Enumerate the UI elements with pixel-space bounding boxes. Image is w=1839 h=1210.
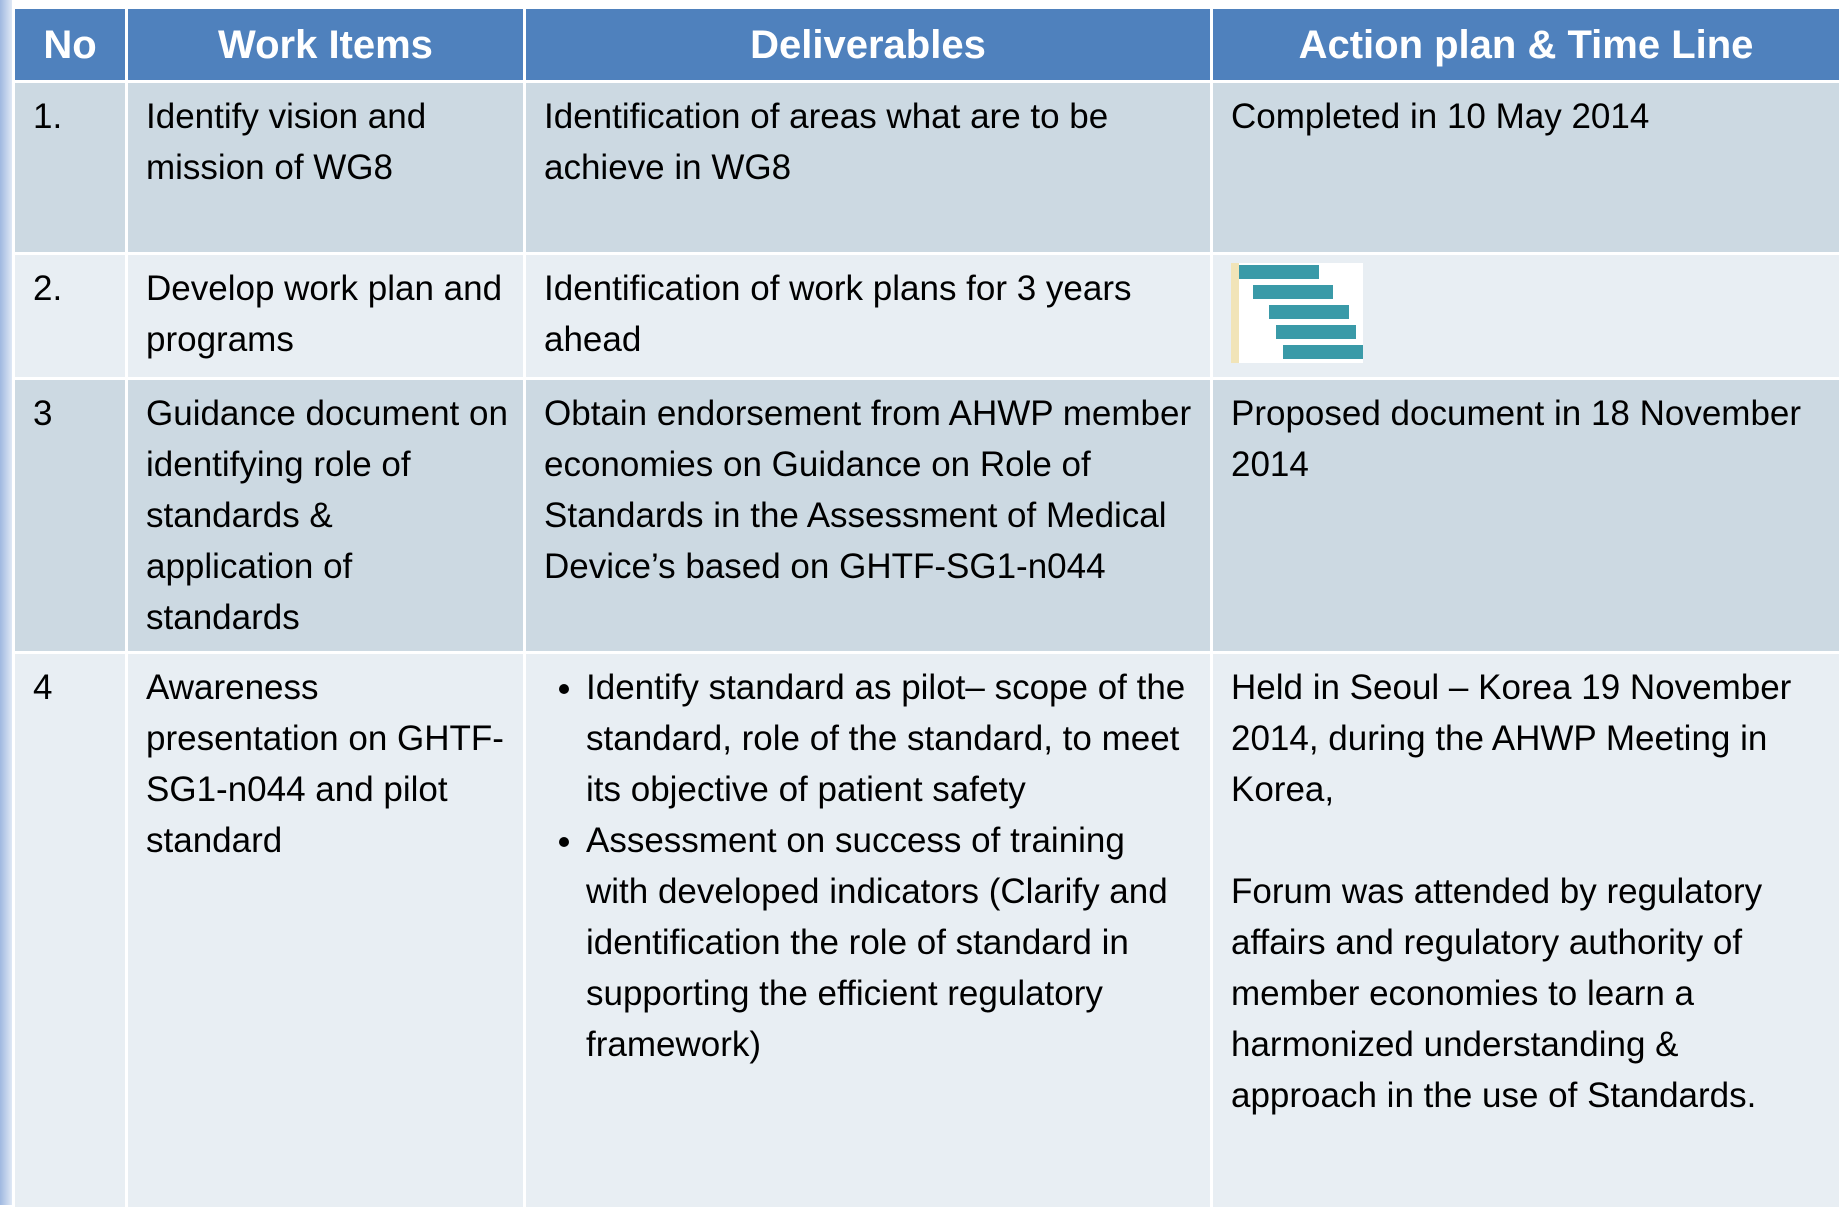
action-cell: Completed in 10 May 2014 bbox=[1212, 82, 1839, 254]
deliverables-cell: Identification of areas what are to be a… bbox=[525, 82, 1212, 254]
header-cell: Deliverables bbox=[525, 8, 1212, 82]
no-cell: 2. bbox=[14, 254, 127, 379]
action-cell: Held in Seoul – Korea 19 November 2014, … bbox=[1212, 653, 1839, 1209]
slide-edge bbox=[0, 0, 12, 1205]
deliverables-cell: Identify standard as pilot– scope of the… bbox=[525, 653, 1212, 1209]
deliverables-cell: Obtain endorsement from AHWP member econ… bbox=[525, 379, 1212, 653]
action-cell bbox=[1212, 254, 1839, 379]
row: 3 Guidance document on identifying role … bbox=[14, 379, 1839, 653]
header-cell: Action plan & Time Line bbox=[1212, 8, 1839, 82]
work-table: No Work Items Deliverables Action plan &… bbox=[12, 6, 1839, 1210]
row: 4 Awareness presentation on GHTF-SG1-n04… bbox=[14, 653, 1839, 1209]
text: Identification of areas what are to be a… bbox=[544, 91, 1196, 193]
deliverables-cell: Identification of work plans for 3 years… bbox=[525, 254, 1212, 379]
workplan-thumbnail bbox=[1231, 263, 1363, 363]
bullet-list: Identify standard as pilot– scope of the… bbox=[526, 662, 1196, 1070]
work-item-cell: Awareness presentation on GHTF-SG1-n044 … bbox=[127, 653, 525, 1209]
text: Forum was attended by regulatory affairs… bbox=[1231, 866, 1825, 1121]
header-cell: No bbox=[14, 8, 127, 82]
row: 1. Identify vision and mission of WG8 Id… bbox=[14, 82, 1839, 254]
text: Identification of work plans for 3 years… bbox=[544, 263, 1196, 365]
work-item-cell: Develop work plan and programs bbox=[127, 254, 525, 379]
thumb-step bbox=[1239, 265, 1319, 279]
text: Completed in 10 May 2014 bbox=[1231, 91, 1825, 142]
work-item-cell: Identify vision and mission of WG8 bbox=[127, 82, 525, 254]
header-cell: Work Items bbox=[127, 8, 525, 82]
row: 2. Develop work plan and programs Identi… bbox=[14, 254, 1839, 379]
no-cell: 3 bbox=[14, 379, 127, 653]
no-cell: 1. bbox=[14, 82, 127, 254]
thumb-step bbox=[1269, 305, 1349, 319]
work-item-cell: Guidance document on identifying role of… bbox=[127, 379, 525, 653]
text: Obtain endorsement from AHWP member econ… bbox=[544, 388, 1196, 592]
thumb-step bbox=[1253, 285, 1333, 299]
bullet: Identify standard as pilot– scope of the… bbox=[586, 662, 1196, 815]
text: Held in Seoul – Korea 19 November 2014, … bbox=[1231, 662, 1825, 815]
action-cell: Proposed document in 18 November 2014 bbox=[1212, 379, 1839, 653]
thumb-step bbox=[1276, 325, 1356, 339]
header-row: No Work Items Deliverables Action plan &… bbox=[14, 8, 1839, 82]
no-cell: 4 bbox=[14, 653, 127, 1209]
thumb-bar bbox=[1231, 263, 1239, 363]
bullet: Assessment on success of training with d… bbox=[586, 815, 1196, 1070]
thumb-step bbox=[1283, 345, 1363, 359]
text: Proposed document in 18 November 2014 bbox=[1231, 388, 1825, 490]
